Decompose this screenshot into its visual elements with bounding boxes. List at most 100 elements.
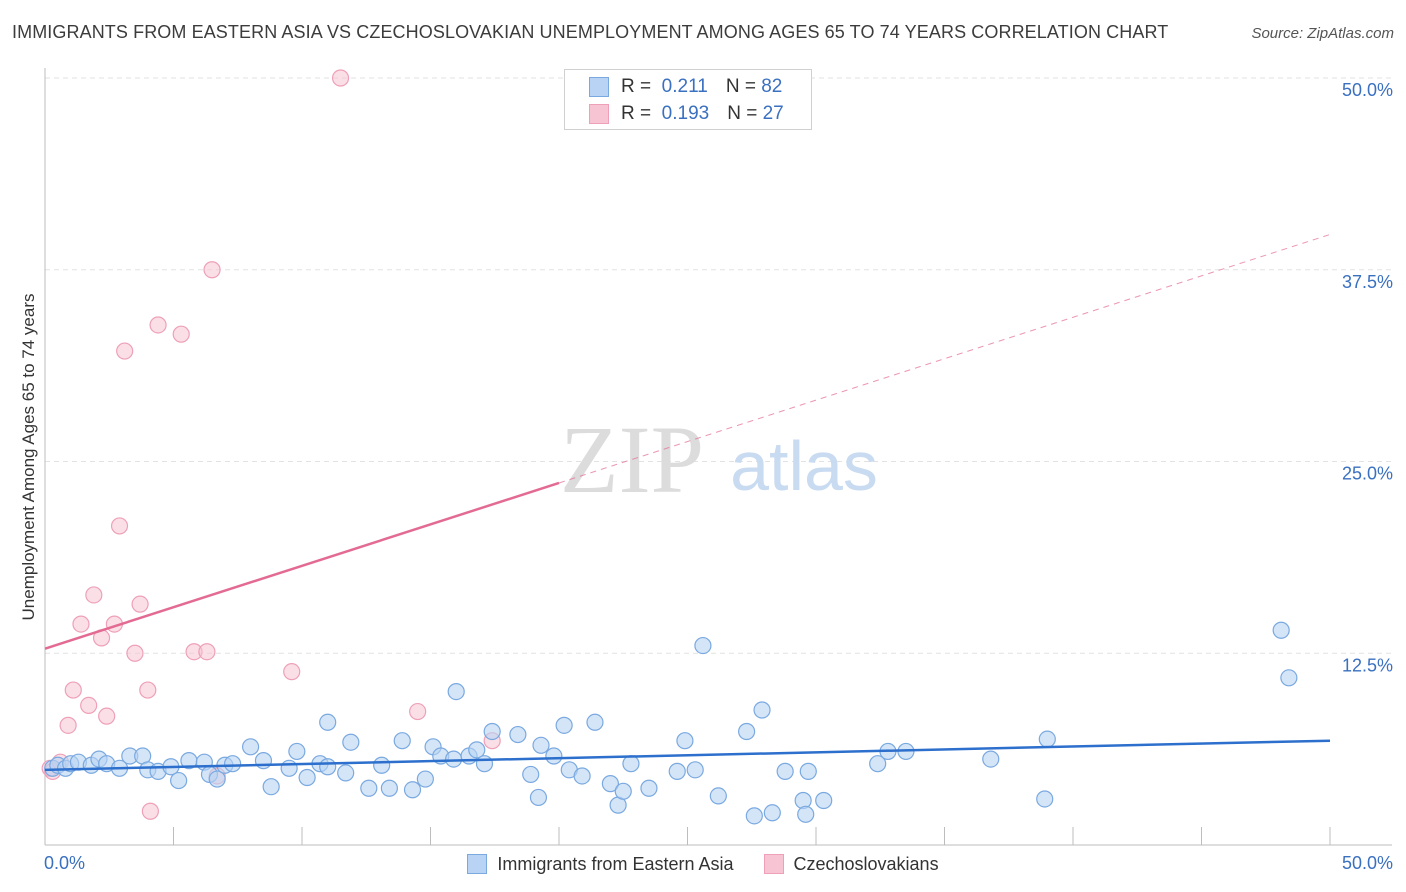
data-point-eastern-asia	[262, 778, 280, 796]
data-point-czechoslovakians	[331, 69, 350, 87]
data-point-eastern-asia	[468, 741, 486, 759]
data-point-eastern-asia	[532, 736, 550, 754]
data-point-eastern-asia	[694, 636, 712, 655]
data-point-eastern-asia	[403, 781, 422, 799]
data-point-eastern-asia	[738, 722, 756, 741]
data-point-eastern-asia	[360, 779, 378, 797]
data-point-eastern-asia	[555, 716, 573, 734]
legend-swatch-pink	[589, 104, 609, 124]
data-point-eastern-asia	[982, 750, 1000, 768]
data-point-eastern-asia	[676, 732, 694, 750]
data-point-eastern-asia	[416, 770, 434, 788]
data-point-czechoslovakians	[72, 615, 90, 633]
data-point-czechoslovakians	[126, 644, 144, 662]
data-point-eastern-asia	[797, 805, 815, 823]
data-point-czechoslovakians	[110, 517, 129, 535]
data-point-czechoslovakians	[198, 643, 216, 661]
legend-label-eastern-asia: Immigrants from Eastern Asia	[497, 853, 734, 874]
data-point-eastern-asia	[668, 762, 686, 780]
trend-lines	[44, 233, 1331, 772]
series-legend: Immigrants from Eastern Asia Czechoslova…	[0, 852, 1406, 876]
data-point-eastern-asia	[745, 807, 763, 825]
tick-labels: 12.5% 25.0% 37.5% 50.0% 0.0% 50.0%	[44, 80, 1393, 873]
data-point-eastern-asia	[380, 779, 398, 797]
data-point-eastern-asia	[545, 747, 563, 765]
data-point-czechoslovakians	[80, 696, 98, 715]
data-point-eastern-asia	[815, 791, 833, 810]
data-point-eastern-asia	[208, 770, 226, 788]
data-point-czechoslovakians	[98, 707, 116, 725]
data-point-eastern-asia	[447, 682, 465, 701]
legend-swatch-blue	[467, 854, 488, 874]
eastern-asia-points	[44, 621, 1298, 825]
watermark: ZIP atlas	[560, 406, 878, 513]
data-point-eastern-asia	[393, 732, 411, 750]
czechoslovakians-points	[41, 69, 501, 820]
data-point-eastern-asia	[709, 787, 727, 805]
data-point-eastern-asia	[622, 755, 640, 773]
data-point-eastern-asia	[483, 722, 501, 741]
data-point-eastern-asia	[298, 768, 316, 787]
data-point-eastern-asia	[573, 767, 591, 785]
legend-row-eastern-asia: R = 0.211 N = 82	[589, 76, 782, 98]
data-point-eastern-asia	[586, 713, 604, 731]
data-point-czechoslovakians	[172, 325, 190, 343]
legend-r-value: 0.211	[661, 76, 708, 97]
data-point-eastern-asia	[342, 733, 360, 751]
data-point-eastern-asia	[640, 779, 658, 797]
data-point-eastern-asia	[1272, 621, 1290, 639]
data-point-eastern-asia	[614, 782, 632, 800]
data-point-czechoslovakians	[131, 595, 149, 613]
data-point-eastern-asia	[522, 765, 540, 784]
data-point-eastern-asia	[601, 775, 620, 793]
y-tick-label: 12.5%	[1342, 655, 1393, 675]
data-point-czechoslovakians	[64, 681, 82, 699]
data-point-eastern-asia	[776, 762, 794, 780]
data-point-eastern-asia	[1036, 790, 1054, 808]
data-point-czechoslovakians	[85, 586, 103, 604]
data-point-eastern-asia	[373, 756, 391, 774]
watermark-zip: ZIP	[560, 406, 704, 513]
legend-swatch-blue	[589, 77, 609, 97]
y-axis-label: Unemployment Among Ages 65 to 74 years	[19, 293, 38, 621]
data-point-czechoslovakians	[141, 802, 159, 820]
y-tick-label: 50.0%	[1342, 80, 1393, 100]
legend-n-value: 82	[761, 76, 783, 97]
data-point-eastern-asia	[763, 804, 781, 822]
data-point-eastern-asia	[337, 764, 355, 782]
data-point-eastern-asia	[529, 788, 548, 807]
data-point-czechoslovakians	[283, 663, 301, 681]
legend-item-czechoslovakians: Czechoslovakians	[763, 853, 939, 875]
data-point-eastern-asia	[475, 755, 494, 773]
data-point-eastern-asia	[753, 701, 771, 719]
source-label: Source: ZipAtlas.com	[1251, 25, 1394, 42]
data-point-eastern-asia	[170, 771, 188, 790]
data-point-eastern-asia	[1038, 730, 1056, 748]
data-point-eastern-asia	[319, 758, 337, 776]
gridlines	[45, 77, 1392, 654]
axes	[44, 68, 1392, 846]
data-point-eastern-asia	[445, 750, 463, 768]
data-point-czechoslovakians	[203, 261, 221, 279]
legend-r-label: R =	[621, 103, 652, 124]
chart-title: IMMIGRANTS FROM EASTERN ASIA VS CZECHOSL…	[12, 22, 1169, 42]
legend-row-czechoslovakians: R = 0.193 N = 27	[589, 103, 784, 125]
data-point-czechoslovakians	[149, 316, 167, 334]
data-point-eastern-asia	[319, 713, 337, 731]
y-tick-label: 37.5%	[1342, 272, 1393, 292]
legend-label-czechoslovakians: Czechoslovakians	[793, 853, 939, 874]
data-point-czechoslovakians	[139, 681, 157, 699]
x-tick-label: 0.0%	[44, 853, 85, 873]
watermark-atlas: atlas	[730, 427, 878, 505]
data-point-eastern-asia	[686, 761, 704, 779]
data-point-eastern-asia	[224, 755, 242, 773]
trend-line-czechoslovakians-extension	[558, 233, 1331, 484]
legend-swatch-pink	[763, 854, 784, 874]
data-point-eastern-asia	[509, 725, 527, 744]
data-point-czechoslovakians	[59, 716, 77, 734]
legend-r-label: R =	[621, 76, 652, 97]
data-point-czechoslovakians	[116, 342, 134, 360]
data-point-eastern-asia	[799, 762, 817, 780]
data-point-czechoslovakians	[409, 702, 427, 721]
